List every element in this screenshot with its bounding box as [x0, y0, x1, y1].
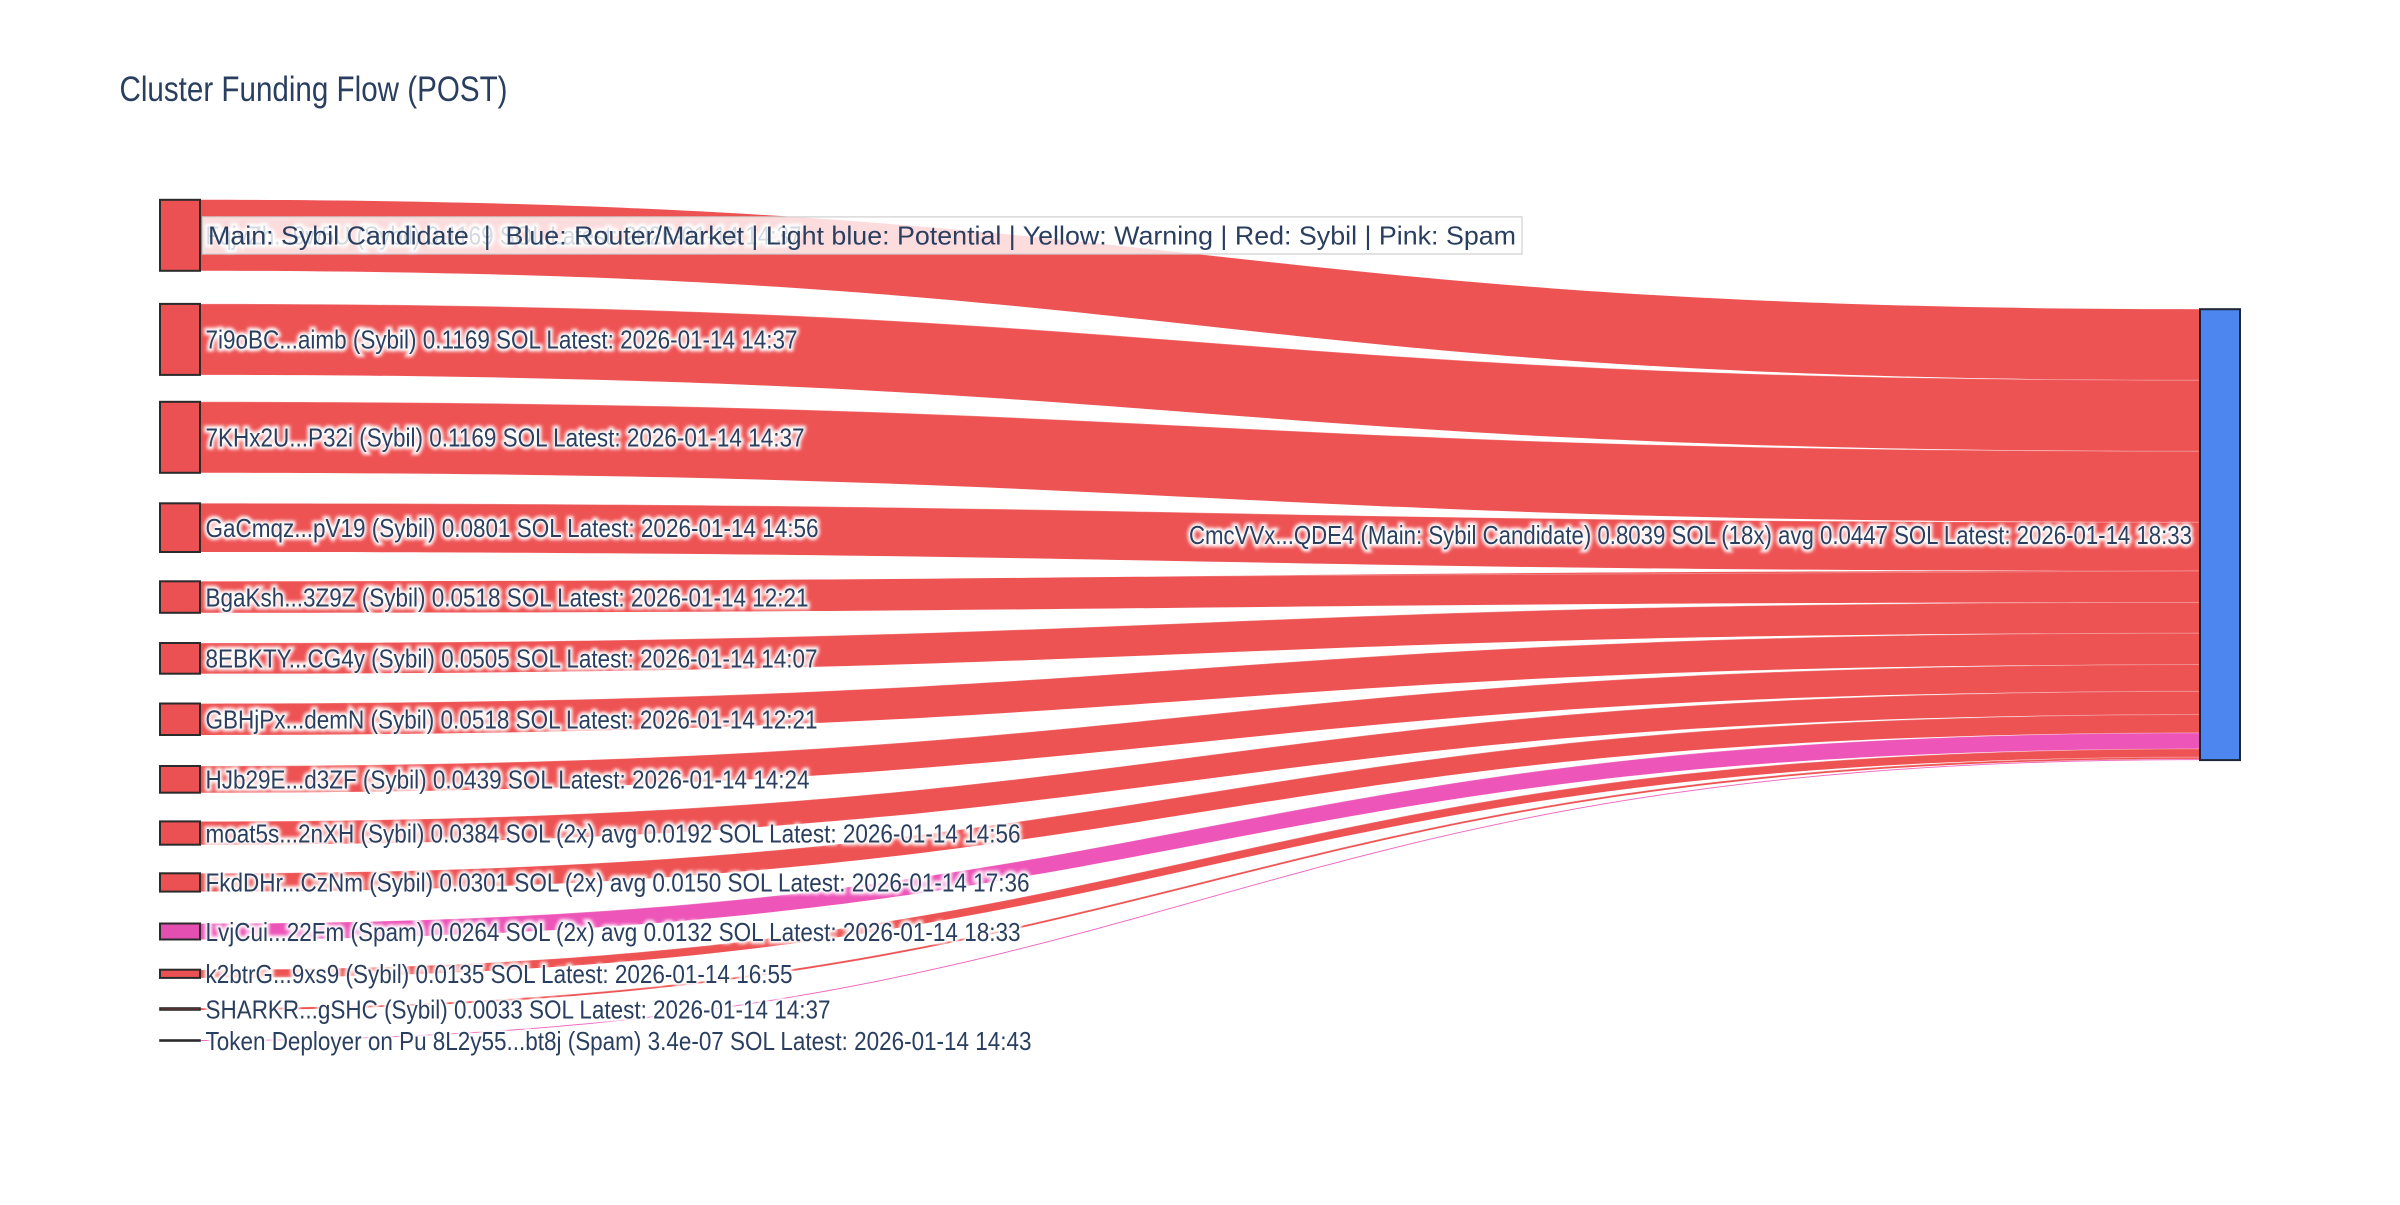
- svg-text:BgaKsh...3Z9Z (Sybil) 0.0518 S: BgaKsh...3Z9Z (Sybil) 0.0518 SOL Latest:…: [206, 582, 809, 612]
- svg-text:FkdDHr...CzNm (Sybil) 0.0301 S: FkdDHr...CzNm (Sybil) 0.0301 SOL (2x) av…: [206, 868, 1030, 898]
- svg-text:k2btrG...9xs9 (Sybil) 0.0135 S: k2btrG...9xs9 (Sybil) 0.0135 SOL Latest:…: [206, 959, 793, 989]
- svg-text:Token Deployer on Pu 8L2y55...: Token Deployer on Pu 8L2y55...bt8j (Spam…: [206, 1026, 1032, 1056]
- svg-text:LvjCui...22Fm (Spam) 0.0264 SO: LvjCui...22Fm (Spam) 0.0264 SOL (2x) avg…: [206, 917, 1021, 947]
- svg-text:7KHx2U...P32i (Sybil) 0.1169 S: 7KHx2U...P32i (Sybil) 0.1169 SOL Latest:…: [206, 423, 805, 453]
- svg-text:GBHjPx...demN (Sybil) 0.0518 S: GBHjPx...demN (Sybil) 0.0518 SOL Latest:…: [206, 705, 818, 735]
- svg-text:moat5s...2nXH (Sybil) 0.0384 S: moat5s...2nXH (Sybil) 0.0384 SOL (2x) av…: [206, 818, 1021, 848]
- svg-text:CmcVVx...QDE4 (Main: Sybil Can: CmcVVx...QDE4 (Main: Sybil Candidate) 0.…: [1189, 520, 2192, 550]
- svg-text:SHARKR...gSHC (Sybil) 0.0033 S: SHARKR...gSHC (Sybil) 0.0033 SOL Latest:…: [206, 994, 831, 1024]
- svg-text:BgaKsh...3Z9Z (Sybil) 0.0518 S: BgaKsh...3Z9Z (Sybil) 0.0518 SOL Latest:…: [206, 582, 809, 612]
- svg-text:SHARKR...gSHC (Sybil) 0.0033 S: SHARKR...gSHC (Sybil) 0.0033 SOL Latest:…: [206, 994, 831, 1024]
- svg-text:GaCmqz...pV19 (Sybil) 0.0801 S: GaCmqz...pV19 (Sybil) 0.0801 SOL Latest:…: [206, 513, 819, 543]
- svg-text:GaCmqz...pV19 (Sybil) 0.0801 S: GaCmqz...pV19 (Sybil) 0.0801 SOL Latest:…: [206, 513, 819, 543]
- svg-text:Main: Sybil Candidate | Blue: Main: Sybil Candidate | Blue: Router/Mar…: [208, 221, 1516, 251]
- svg-text:7i9oBC...aimb (Sybil) 0.1169 S: 7i9oBC...aimb (Sybil) 0.1169 SOL Latest:…: [206, 325, 798, 355]
- svg-text:7i9oBC...aimb (Sybil) 0.1169 S: 7i9oBC...aimb (Sybil) 0.1169 SOL Latest:…: [206, 325, 798, 355]
- svg-text:HJb29E...d3ZF (Sybil) 0.0439 S: HJb29E...d3ZF (Sybil) 0.0439 SOL Latest:…: [206, 765, 810, 795]
- svg-text:FkdDHr...CzNm (Sybil) 0.0301 S: FkdDHr...CzNm (Sybil) 0.0301 SOL (2x) av…: [206, 868, 1030, 898]
- svg-text:GBHjPx...demN (Sybil) 0.0518 S: GBHjPx...demN (Sybil) 0.0518 SOL Latest:…: [206, 705, 818, 735]
- svg-text:8EBKTY...CG4y (Sybil) 0.0505 S: 8EBKTY...CG4y (Sybil) 0.0505 SOL Latest:…: [206, 644, 818, 674]
- svg-text:LvjCui...22Fm (Spam) 0.0264 SO: LvjCui...22Fm (Spam) 0.0264 SOL (2x) avg…: [206, 917, 1021, 947]
- svg-text:HJb29E...d3ZF (Sybil) 0.0439 S: HJb29E...d3ZF (Sybil) 0.0439 SOL Latest:…: [206, 765, 810, 795]
- svg-text:k2btrG...9xs9 (Sybil) 0.0135 S: k2btrG...9xs9 (Sybil) 0.0135 SOL Latest:…: [206, 959, 793, 989]
- svg-text:Token Deployer on Pu 8L2y55...: Token Deployer on Pu 8L2y55...bt8j (Spam…: [206, 1026, 1032, 1056]
- svg-text:7KHx2U...P32i (Sybil) 0.1169 S: 7KHx2U...P32i (Sybil) 0.1169 SOL Latest:…: [206, 423, 805, 453]
- svg-text:CmcVVx...QDE4 (Main: Sybil Can: CmcVVx...QDE4 (Main: Sybil Candidate) 0.…: [1189, 520, 2192, 550]
- svg-text:moat5s...2nXH (Sybil) 0.0384 S: moat5s...2nXH (Sybil) 0.0384 SOL (2x) av…: [206, 818, 1021, 848]
- svg-text:Cluster Funding Flow (POST): Cluster Funding Flow (POST): [120, 70, 508, 109]
- svg-text:8EBKTY...CG4y (Sybil) 0.0505 S: 8EBKTY...CG4y (Sybil) 0.0505 SOL Latest:…: [206, 644, 818, 674]
